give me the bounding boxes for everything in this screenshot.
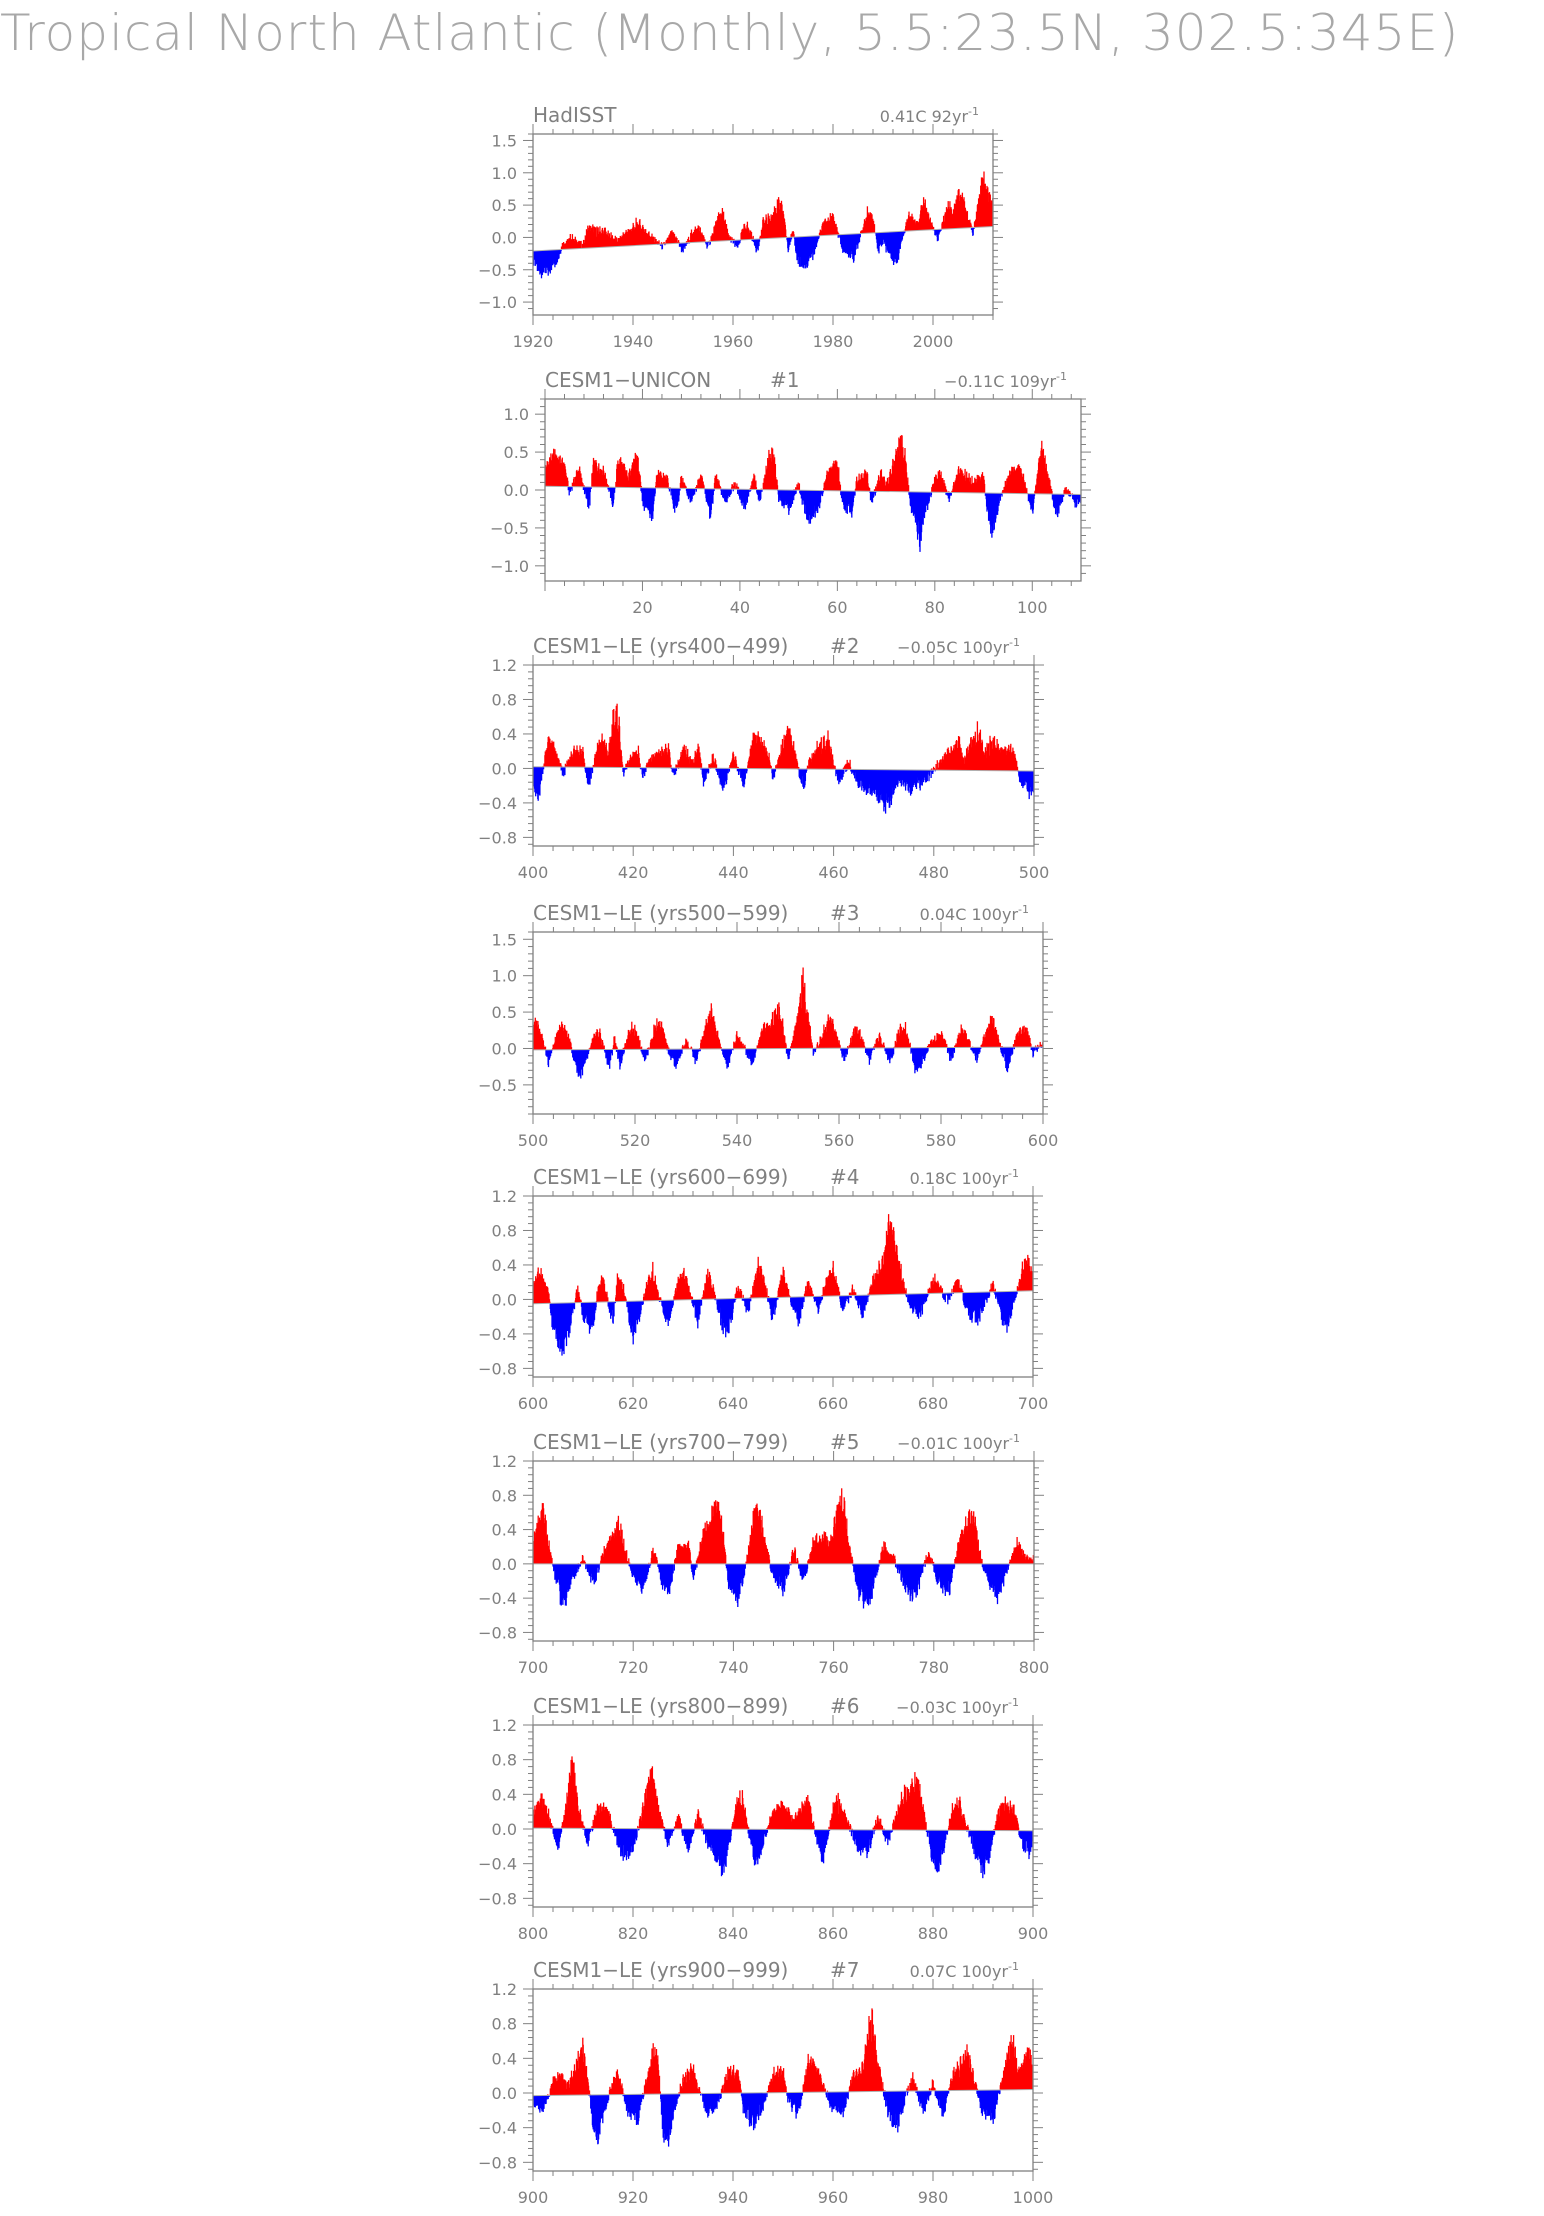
y-tick-label: 0.4 bbox=[492, 725, 517, 744]
y-tick-label: 0.8 bbox=[492, 690, 517, 709]
x-tick-label: 40 bbox=[730, 598, 750, 617]
y-tick-label: −0.8 bbox=[478, 828, 517, 847]
x-tick-label: 480 bbox=[919, 863, 950, 882]
panel-title: HadISST bbox=[533, 103, 617, 127]
ensemble-label: #1 bbox=[770, 368, 799, 392]
trend-unit-superscript: -1 bbox=[968, 105, 979, 118]
y-tick-label: 1.0 bbox=[492, 164, 517, 183]
y-tick-label: 0.0 bbox=[492, 759, 517, 778]
ensemble-label: #2 bbox=[830, 634, 859, 658]
y-tick-label: −0.5 bbox=[478, 261, 517, 280]
anomaly-bars bbox=[533, 703, 1034, 814]
y-tick-label: 1.0 bbox=[504, 405, 529, 424]
x-tick-label: 80 bbox=[925, 598, 945, 617]
x-tick-label: 400 bbox=[518, 863, 549, 882]
x-tick-label: 2000 bbox=[913, 332, 954, 351]
trend-label: −0.11C 109yr-1 bbox=[944, 370, 1067, 391]
y-tick-label: −1.0 bbox=[490, 557, 529, 576]
x-tick-label: 1940 bbox=[613, 332, 654, 351]
panel-title: CESM1−LE (yrs400−499) bbox=[533, 634, 788, 658]
x-tick-label: 500 bbox=[1019, 863, 1050, 882]
y-tick-label: 1.2 bbox=[492, 656, 517, 675]
y-tick-label: −0.5 bbox=[490, 519, 529, 538]
y-tick-label: 0.5 bbox=[492, 196, 517, 215]
x-tick-label: 60 bbox=[827, 598, 847, 617]
x-tick-label: 100 bbox=[1017, 598, 1048, 617]
y-tick-label: 0.0 bbox=[504, 481, 529, 500]
trend-line bbox=[533, 225, 993, 252]
x-tick-label: 420 bbox=[618, 863, 649, 882]
panel-title: CESM1−UNICON bbox=[545, 368, 711, 392]
y-tick-label: −1.0 bbox=[478, 293, 517, 312]
trend-label: 0.41C 92yr-1 bbox=[880, 105, 979, 126]
trend-line bbox=[545, 485, 1081, 496]
plot-frame bbox=[532, 664, 1035, 847]
chart-panel-2: −1.0 −0.5 0.0 0.5 1.0 20 40 60 80 100 CESM1−UNICON… bbox=[490, 368, 1091, 617]
anomaly-bars bbox=[533, 171, 993, 279]
trend-line bbox=[533, 766, 1034, 772]
chart-panel-1: −1.0 −0.5 0.0 0.5 1.0 1.5 1920 1940 1960 1980 2000… bbox=[478, 103, 1003, 351]
x-tick-label: 1920 bbox=[513, 332, 554, 351]
trend-unit-superscript: -1 bbox=[1009, 636, 1020, 649]
x-tick-label: 20 bbox=[632, 598, 652, 617]
x-tick-label: 1960 bbox=[713, 332, 754, 351]
y-tick-label: 0.5 bbox=[504, 443, 529, 462]
y-tick-label: 0.0 bbox=[492, 228, 517, 247]
chart-panel-3: −0.8 −0.4 0.0 0.4 0.8 1.2 400 420 440 460 480 500 CE… bbox=[478, 634, 1049, 882]
anomaly-bars bbox=[545, 435, 1081, 552]
page-title: Tropical North Atlantic (Monthly, 5.5:23… bbox=[0, 4, 1460, 62]
y-tick-label: 1.5 bbox=[492, 131, 517, 150]
anomaly-bars bbox=[533, 967, 1043, 1079]
trend-label: −0.05C 100yr-1 bbox=[897, 636, 1020, 657]
x-tick-label: 1980 bbox=[813, 332, 854, 351]
x-tick-label: 440 bbox=[718, 863, 749, 882]
x-tick-label: 460 bbox=[818, 863, 849, 882]
y-tick-label: −0.4 bbox=[478, 794, 517, 813]
trend-unit-superscript: -1 bbox=[1056, 370, 1067, 383]
